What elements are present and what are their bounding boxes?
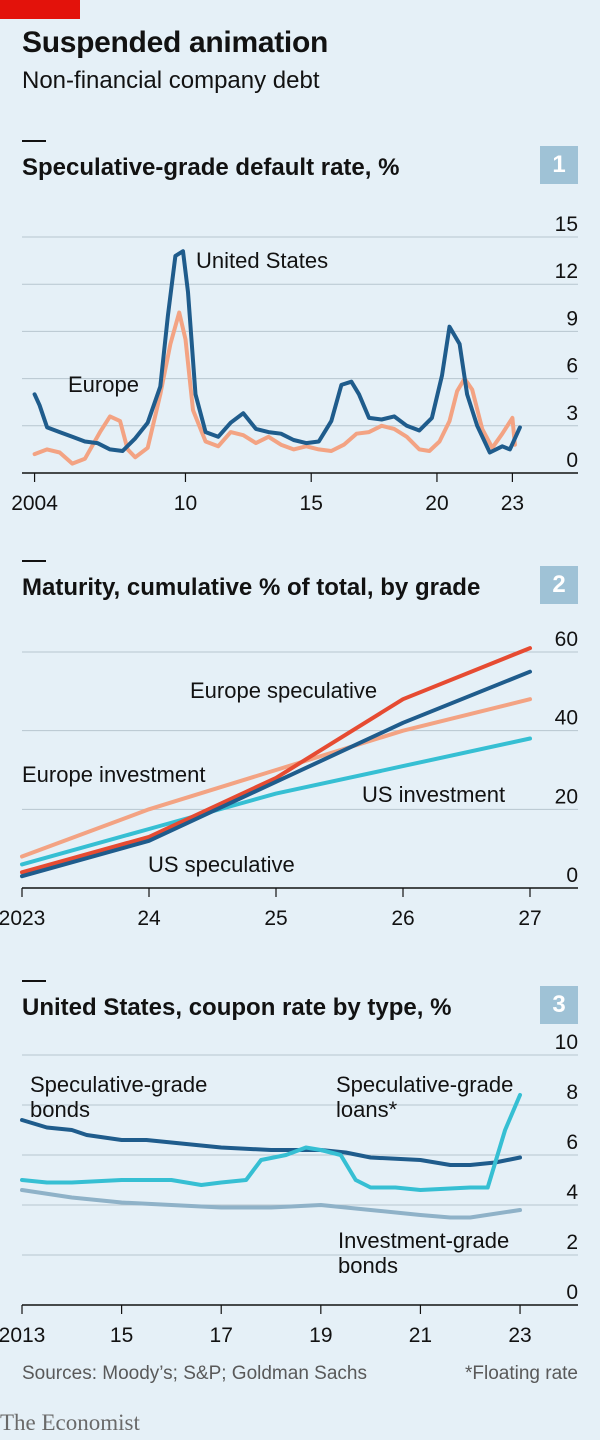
panel-coupon-rate: United States, coupon rate by type, % 3 …	[0, 980, 600, 1360]
x-tick-label: 26	[391, 907, 414, 930]
y-tick-label: 0	[566, 1281, 578, 1304]
series-label-spec-bonds: bonds	[30, 1097, 90, 1122]
y-tick-label: 2	[566, 1231, 578, 1254]
y-tick-label: 6	[566, 355, 578, 378]
series-line-speculative-grade-bonds	[20, 1118, 522, 1167]
series-label-us-investment: US investment	[362, 782, 505, 807]
y-tick-label: 6	[566, 1131, 578, 1154]
y-tick-label: 4	[566, 1181, 578, 1204]
y-tick-label: 0	[566, 449, 578, 472]
x-tick-label: 27	[518, 907, 541, 930]
x-tick-label: 25	[264, 907, 287, 930]
series-label-us-speculative: US speculative	[148, 852, 295, 877]
x-tick-label: 10	[174, 492, 197, 515]
y-tick-label: 15	[555, 213, 578, 236]
x-tick-label: 2023	[0, 907, 45, 930]
panel-title: Speculative-grade default rate, %	[22, 154, 400, 181]
series-line-europe-speculative	[20, 646, 532, 875]
sources-note: Sources: Moody’s; S&P; Goldman Sachs	[22, 1363, 367, 1384]
series-line-investment-grade-bonds	[20, 1188, 522, 1220]
floating-rate-note: *Floating rate	[464, 1363, 578, 1384]
panel-number-badge: 3	[540, 986, 578, 1024]
series-label-spec-loans: loans*	[336, 1097, 398, 1122]
x-tick-label: 15	[110, 1324, 133, 1347]
series-label-europe: Europe	[68, 372, 139, 397]
x-tick-label: 19	[309, 1324, 332, 1347]
y-tick-label: 60	[555, 628, 578, 651]
y-tick-label: 20	[555, 785, 578, 808]
page-title: Suspended animation	[22, 26, 329, 59]
y-tick-label: 12	[555, 260, 578, 283]
series-line-europe	[32, 310, 517, 466]
panel-title: Maturity, cumulative % of total, by grad…	[22, 574, 481, 601]
panel-maturity: Maturity, cumulative % of total, by grad…	[0, 560, 600, 940]
series-label-ig-bonds: bonds	[338, 1253, 398, 1278]
series-line-us-investment	[20, 736, 532, 867]
y-tick-label: 9	[566, 307, 578, 330]
panel-rule	[22, 980, 46, 982]
x-tick-label: 2013	[0, 1324, 45, 1347]
series-label-spec-bonds: Speculative-grade	[30, 1072, 207, 1097]
x-tick-label: 20	[425, 492, 448, 515]
series-label-united-states: United States	[196, 248, 328, 273]
x-tick-label: 15	[300, 492, 323, 515]
x-tick-label: 24	[137, 907, 161, 930]
chart-default-rate: 0 3 6 9 12 15 2004 10 15 20 23 Europe United States	[11, 213, 578, 515]
y-tick-label: 8	[566, 1081, 578, 1104]
x-tick-label: 23	[501, 492, 524, 515]
series-label-europe-investment: Europe investment	[22, 762, 205, 787]
series-line-united-states	[32, 249, 522, 455]
series-label-ig-bonds: Investment-grade	[338, 1228, 509, 1253]
x-tick-label: 2004	[11, 492, 58, 515]
brand-tag	[0, 0, 80, 19]
panel-number-badge: 2	[540, 566, 578, 604]
y-tick-label: 40	[555, 707, 578, 730]
series-line-us-speculative	[20, 669, 532, 879]
y-tick-label: 10	[555, 1031, 578, 1054]
panel-rule	[22, 560, 46, 562]
series-label-europe-speculative: Europe speculative	[190, 678, 377, 703]
series-line-europe-investment	[20, 697, 532, 859]
page-subtitle: Non-financial company debt	[22, 67, 320, 94]
panel-rule	[22, 140, 46, 142]
chart-maturity: 0 20 40 60 2023 24 25 26 27 Europe speculative Eur…	[0, 628, 578, 930]
y-tick-label: 3	[566, 402, 578, 425]
y-tick-label: 0	[566, 864, 578, 887]
panel-title: United States, coupon rate by type, %	[22, 994, 452, 1021]
panel-default-rate: Speculative-grade default rate, % 1 0 3 6 9…	[0, 140, 600, 530]
x-tick-label: 23	[508, 1324, 531, 1347]
panel-number-badge: 1	[540, 146, 578, 184]
series-line-speculative-grade-loans	[20, 1093, 522, 1192]
economist-logo: The Economist	[0, 1410, 140, 1435]
series-label-spec-loans: Speculative-grade	[336, 1072, 513, 1097]
x-tick-label: 21	[409, 1324, 432, 1347]
x-tick-label: 17	[210, 1324, 233, 1347]
